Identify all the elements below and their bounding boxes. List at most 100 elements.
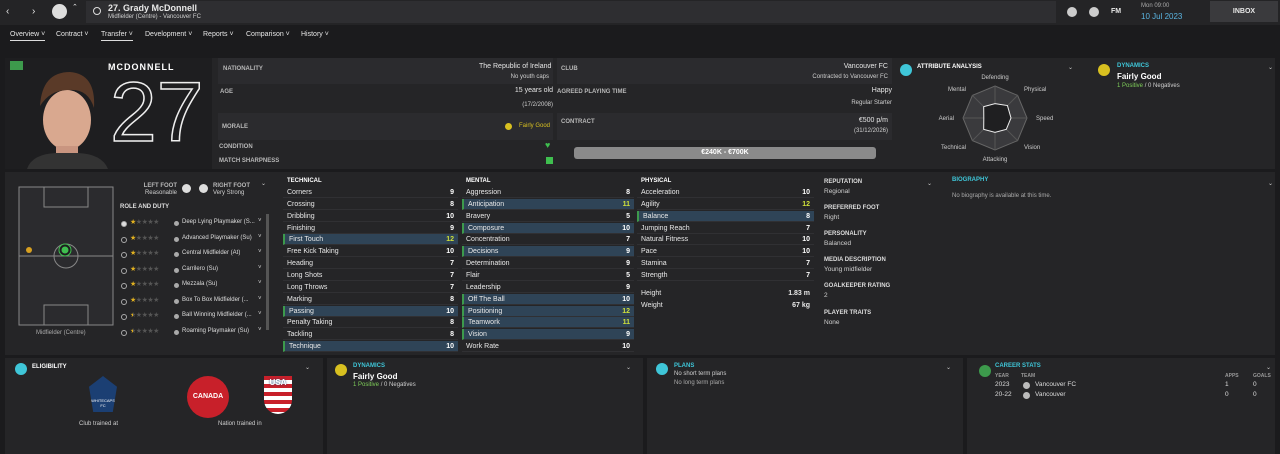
attr-value: 9 xyxy=(450,189,454,196)
sub: (17/2/2008) xyxy=(522,102,553,108)
bio-title[interactable]: BIOGRAPHY xyxy=(952,177,989,183)
tab[interactable]: Comparison ˅ xyxy=(246,31,290,38)
value: Very Strong xyxy=(213,190,245,196)
menu: ˅ xyxy=(258,280,262,286)
dynamics-title[interactable]: DYNAMICS xyxy=(353,363,386,369)
info-icon xyxy=(174,283,179,288)
radio[interactable] xyxy=(121,314,127,320)
attr-name: Determination xyxy=(466,260,510,268)
tab[interactable]: Reports ˅ xyxy=(203,31,234,38)
info-value: Young midfielder xyxy=(824,266,873,273)
attr-value: 10 xyxy=(802,248,810,256)
attr-name: Height xyxy=(641,289,662,297)
stars: ★★★★★ xyxy=(130,296,159,304)
attr-row: Positioning 12 xyxy=(462,305,634,317)
radio[interactable] xyxy=(121,252,127,258)
icon xyxy=(656,363,668,375)
attr-row: Corners 9 xyxy=(283,187,458,198)
dyn-line: 1 Positive / 0 Negatives xyxy=(1117,83,1180,89)
star: ★ xyxy=(153,281,159,288)
attr-name: Long Throws xyxy=(287,283,328,291)
career-title[interactable]: CAREER STATS xyxy=(995,363,1041,369)
menu[interactable]: ⌄ xyxy=(946,365,952,371)
star: ★ xyxy=(130,312,136,319)
menu[interactable]: ⌄ xyxy=(626,365,632,371)
fm[interactable]: FM xyxy=(1111,8,1122,15)
tab[interactable]: History ˅ xyxy=(301,31,329,38)
radio[interactable] xyxy=(121,236,127,243)
attr-value: 8 xyxy=(450,200,454,208)
radio[interactable] xyxy=(121,267,127,274)
attr-row: Strength 7 xyxy=(637,270,814,281)
info-icon xyxy=(174,298,179,304)
value: Vancouver FC xyxy=(843,63,888,70)
menu[interactable]: ⌄ xyxy=(1268,65,1274,71)
attr-row: Decisions 9 xyxy=(462,246,634,258)
attr-name: Agility xyxy=(641,200,660,208)
back[interactable]: ‹ xyxy=(6,6,10,17)
radio[interactable] xyxy=(121,298,127,305)
plans-title[interactable]: PLANS xyxy=(674,363,695,369)
stars: ★★★★★ xyxy=(130,265,159,273)
star: ★ xyxy=(147,219,154,226)
tab[interactable]: Overview ˅ xyxy=(10,31,46,41)
dynamics-title[interactable]: DYNAMICS xyxy=(1117,63,1150,69)
attr-row: Acceleration 10 xyxy=(637,187,814,198)
attr-name: Passing xyxy=(289,307,314,315)
menu: ˅ xyxy=(258,326,262,333)
attr-value: 9 xyxy=(626,331,630,339)
role-name: Carrilero (Su) xyxy=(182,265,219,272)
role-name: Box To Box Midfielder (... xyxy=(182,296,249,303)
inbox[interactable]: INBOX xyxy=(1210,1,1278,22)
label: AGREED PLAYING TIME xyxy=(557,89,627,95)
attr-name: Leadership xyxy=(466,283,501,291)
icon[interactable] xyxy=(1067,7,1077,17)
sub: (31/12/2026) xyxy=(853,128,888,134)
tab[interactable]: Development ˅ xyxy=(145,31,193,38)
attr-row: Aggression 8 xyxy=(462,187,634,198)
search-box[interactable] xyxy=(86,1,1056,23)
dynamics-icon xyxy=(1098,64,1110,76)
attr-value: 10 xyxy=(622,295,630,303)
menu[interactable]: ⌄ xyxy=(1268,181,1274,187)
attr-name: Acceleration xyxy=(641,189,680,196)
radio[interactable] xyxy=(121,329,127,336)
tab[interactable]: Transfer ˅ xyxy=(101,31,133,41)
attr-name: Teamwork xyxy=(468,319,500,327)
attr-row: Jumping Reach 7 xyxy=(637,223,814,234)
club-icon[interactable] xyxy=(52,4,67,19)
attr-value: 12 xyxy=(446,236,454,244)
info-label: REPUTATION xyxy=(824,179,863,185)
stars: ★★★★★ xyxy=(130,218,159,226)
forward[interactable]: › xyxy=(32,6,36,17)
radar-label: Vision xyxy=(1024,145,1040,151)
help[interactable] xyxy=(1089,7,1099,17)
menu: ˅ xyxy=(258,295,262,302)
radar-label: Mental xyxy=(948,87,966,93)
menu[interactable]: ⌄ xyxy=(305,365,311,371)
dynamics-panel xyxy=(327,358,643,454)
value: 15 years old xyxy=(514,87,553,94)
attr-row: Anticipation 11 xyxy=(462,198,634,210)
dynamics-value: Fairly Good xyxy=(353,372,398,381)
tab[interactable]: Contract ˅ xyxy=(56,31,89,38)
value: Reasonable xyxy=(144,190,177,196)
info-value: 2 xyxy=(824,292,828,299)
radio[interactable] xyxy=(121,221,127,227)
pitch xyxy=(18,186,114,326)
star: ★ xyxy=(141,265,148,273)
menu[interactable]: ⌄ xyxy=(261,181,267,187)
attr-name: Tackling xyxy=(287,331,313,339)
switch[interactable]: ⌃ xyxy=(72,4,78,11)
menu[interactable]: ⌄ xyxy=(927,181,933,187)
value: Fairly Good xyxy=(518,123,550,129)
menu[interactable]: ⌄ xyxy=(1266,365,1272,371)
attr-row: Work Rate 10 xyxy=(462,341,634,353)
menu[interactable]: ⌄ xyxy=(1068,65,1074,71)
label: AGE xyxy=(220,89,234,95)
attr-name: Natural Fitness xyxy=(641,236,689,244)
sep: / xyxy=(1144,83,1147,89)
radio[interactable] xyxy=(121,283,127,289)
attr-name: Free Kick Taking xyxy=(287,248,339,256)
scrollbar xyxy=(266,214,269,330)
